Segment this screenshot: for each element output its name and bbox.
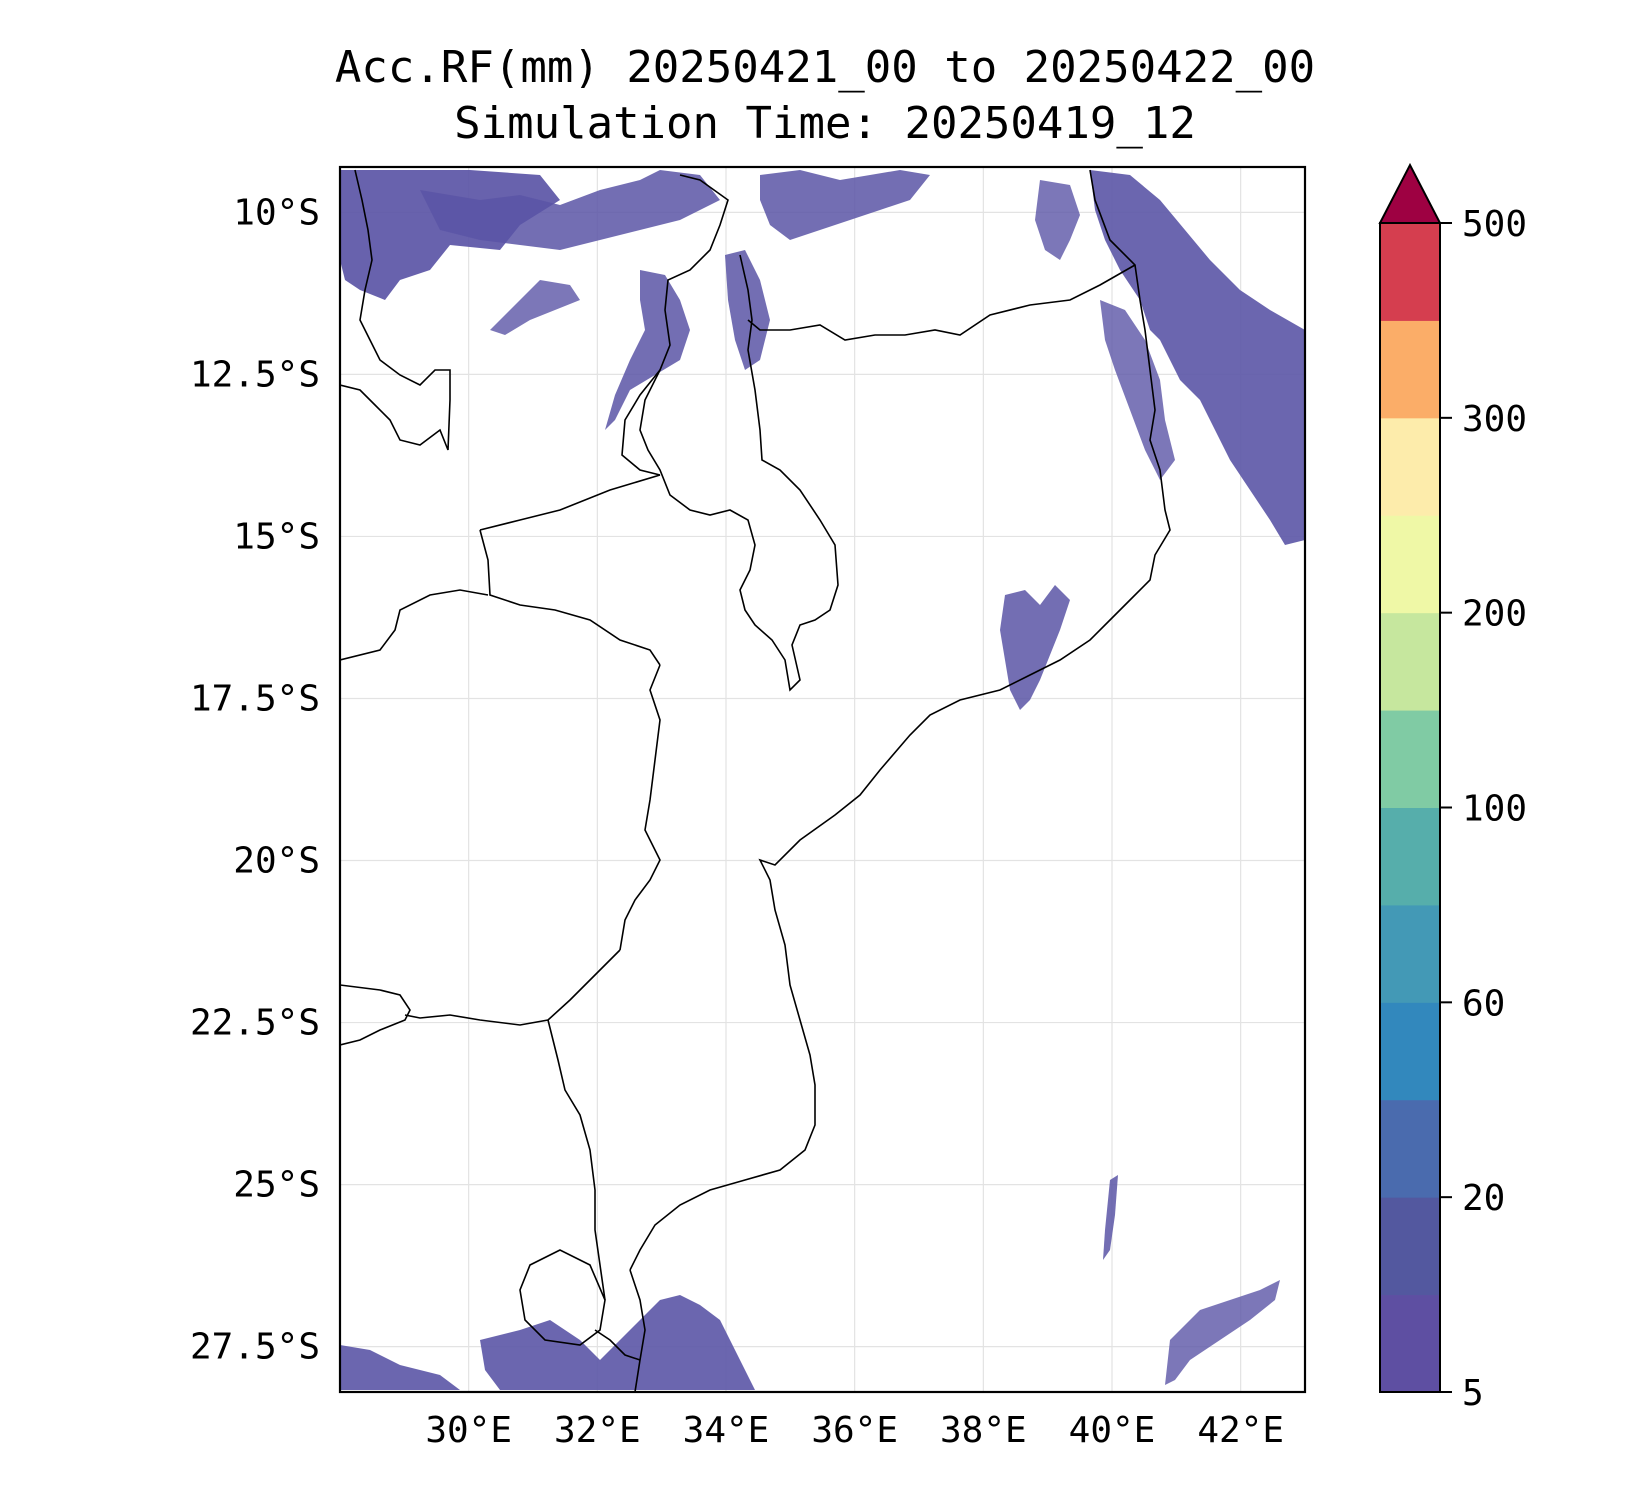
lake-malawi-outline <box>639 174 839 692</box>
zambia-west-border <box>340 589 489 661</box>
eswatini-outline <box>519 1249 606 1346</box>
rain-patch-north-centre <box>760 170 930 240</box>
colorbar-extend-arrow <box>1378 162 1442 224</box>
colorbar-segment <box>1380 417 1440 516</box>
rain-patch-north-east-coast <box>1090 170 1305 545</box>
rain-patch-south-west <box>340 1345 460 1390</box>
colorbar-segment <box>1380 320 1440 419</box>
colorbar-segment <box>1380 904 1440 1003</box>
colorbar-tick-label: 60 <box>1462 983 1505 1024</box>
colorbar-segment <box>1380 1294 1440 1393</box>
lat-tick-label: 10°S <box>233 192 320 233</box>
lon-tick-label: 30°E <box>425 1410 512 1451</box>
rain-patch-east-coast-inland <box>1035 180 1080 260</box>
tanzania-mozambique-border <box>747 264 1136 341</box>
colorbar-tick-label: 5 <box>1462 1373 1484 1414</box>
colorbar-segment <box>1380 1099 1440 1198</box>
rain-patch-coastal-north <box>1100 300 1175 480</box>
botswana-zimbabwe-border <box>340 984 411 1046</box>
lon-tick-label: 32°E <box>554 1410 641 1451</box>
map-frame <box>338 165 1307 1394</box>
lat-tick-label: 12.5°S <box>190 354 320 395</box>
colorbar-tick-label: 200 <box>1462 594 1527 635</box>
rainfall-field <box>340 170 1305 1390</box>
lon-tick-label: 40°E <box>1069 1410 1156 1451</box>
colorbar-tick-label: 20 <box>1462 1178 1505 1219</box>
rain-patch-south-centre <box>480 1295 755 1390</box>
colorbar-segment <box>1380 515 1440 614</box>
south-africa-coast <box>629 1269 646 1392</box>
zimbabwe-mozambique-border <box>619 664 661 951</box>
map-background <box>340 167 1305 1392</box>
mozambique-coastline <box>629 169 1171 1271</box>
rain-patch-lake-malawi-east <box>725 250 770 370</box>
coastlines-and-borders <box>340 169 1171 1392</box>
longitude-tick-labels: 30°E 32°E 34°E 36°E 38°E 40°E 42°E <box>425 1410 1284 1451</box>
lat-tick-label: 27.5°S <box>190 1327 320 1368</box>
map-title-line-1: Acc.RF(mm) 20250421_00 to 20250422_00 <box>334 42 1316 93</box>
colorbar: 5 20 60 100 200 300 500 <box>1378 162 1527 1414</box>
south-africa-mozambique-border <box>547 1019 606 1301</box>
lat-tick-label: 15°S <box>233 516 320 557</box>
lat-tick-label: 20°S <box>233 841 320 882</box>
zimbabwe-north-border <box>479 529 661 666</box>
lat-tick-label: 25°S <box>233 1165 320 1206</box>
colorbar-segment <box>1380 612 1440 711</box>
rain-patch-mid-ocean <box>1000 585 1070 710</box>
zambia-malawi-border <box>621 369 661 476</box>
lon-tick-label: 42°E <box>1197 1410 1284 1451</box>
lat-tick-label: 22.5°S <box>190 1003 320 1044</box>
colorbar-segment <box>1380 807 1440 906</box>
latitude-tick-labels: 10°S 12.5°S 15°S 17.5°S 20°S 22.5°S 25°S 27.5°S <box>190 192 320 1367</box>
lat-tick-label: 17.5°S <box>190 678 320 719</box>
rain-patch-north-streaks <box>490 280 580 335</box>
dr-congo-zambia-border <box>340 169 451 451</box>
zimbabwe-south-africa-border <box>404 949 621 1026</box>
zambia-mozambique-border <box>479 474 661 531</box>
lon-tick-label: 36°E <box>811 1410 898 1451</box>
map-title-line-2: Simulation Time: 20250419_12 <box>454 98 1196 149</box>
colorbar-segment <box>1380 1197 1440 1296</box>
rain-patch-north-band <box>420 170 720 250</box>
rain-patch-south-east-streaks <box>1165 1280 1280 1385</box>
colorbar-segment <box>1380 223 1440 321</box>
colorbar-segment <box>1380 1002 1440 1101</box>
limpopo-border <box>594 1329 641 1361</box>
lon-tick-label: 38°E <box>940 1410 1027 1451</box>
colorbar-segment <box>1380 710 1440 808</box>
lon-tick-label: 34°E <box>683 1410 770 1451</box>
colorbar-tick-label: 100 <box>1462 789 1527 830</box>
colorbar-tick-label: 300 <box>1462 399 1527 440</box>
rain-patch-south-ocean-streak <box>1103 1175 1118 1260</box>
colorbar-tick-label: 500 <box>1462 204 1527 245</box>
rain-patch-lake-malawi-west <box>605 270 690 430</box>
